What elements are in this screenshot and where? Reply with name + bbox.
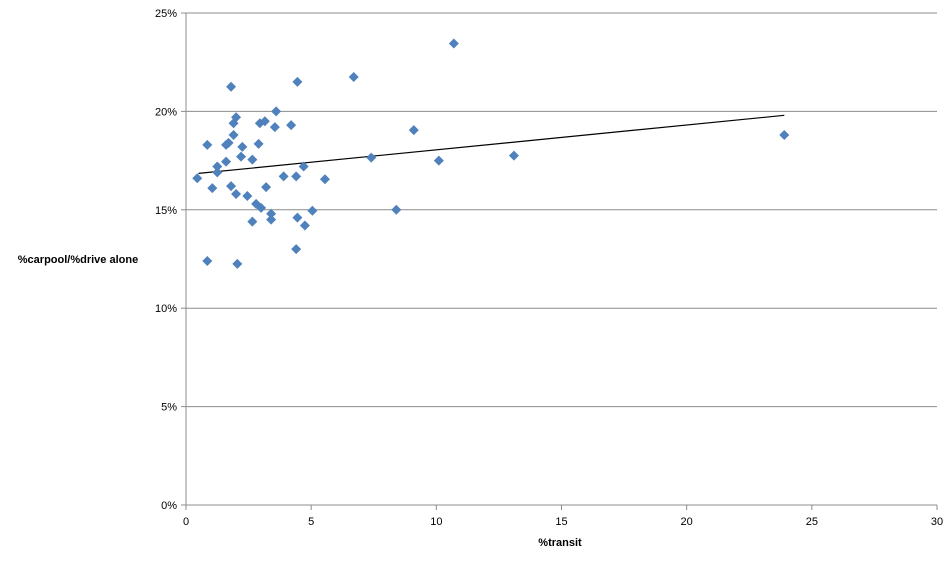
x-tick-label: 30 <box>931 516 943 528</box>
data-point <box>202 255 213 266</box>
trendline <box>198 114 785 174</box>
data-point <box>226 81 237 92</box>
data-point <box>192 173 203 184</box>
data-point <box>348 71 359 82</box>
data-point <box>271 106 282 117</box>
data-point <box>228 130 239 141</box>
data-point <box>247 216 258 227</box>
data-point <box>307 205 318 216</box>
data-point <box>319 174 330 185</box>
data-point <box>237 141 248 152</box>
data-point <box>286 120 297 131</box>
tick-labels: 0% 5% 10% 15% 20% 25% 0 5 10 15 20 25 30 <box>155 8 943 528</box>
x-tick-label: 20 <box>681 516 693 528</box>
data-point <box>269 122 280 133</box>
data-point <box>292 212 303 223</box>
data-point <box>508 150 519 161</box>
trendline-layer <box>198 114 785 174</box>
y-tick-label: 20% <box>155 106 177 118</box>
data-point <box>236 151 247 162</box>
data-point <box>291 171 302 182</box>
data-point <box>448 38 459 49</box>
data-point <box>266 214 277 225</box>
data-point <box>299 220 310 231</box>
data-points <box>192 38 790 269</box>
data-point <box>291 244 302 255</box>
data-point <box>212 161 223 172</box>
y-tick-label: 0% <box>161 500 177 512</box>
axes <box>181 12 938 510</box>
x-axis-title: %transit <box>538 537 582 549</box>
data-point <box>266 208 277 219</box>
data-point <box>212 167 223 178</box>
x-tick-label: 5 <box>308 516 314 528</box>
data-point <box>232 258 243 269</box>
data-point <box>261 182 272 193</box>
x-tick-label: 0 <box>183 516 189 528</box>
data-point <box>226 181 237 192</box>
y-tick-label: 25% <box>155 8 177 20</box>
data-point <box>253 138 264 149</box>
data-point <box>256 202 267 213</box>
data-point <box>779 130 790 141</box>
data-point <box>298 161 309 172</box>
data-point <box>278 171 289 182</box>
data-point <box>231 112 242 123</box>
data-point <box>247 154 258 165</box>
data-point <box>231 189 242 200</box>
data-point <box>408 125 419 136</box>
data-point <box>223 137 234 148</box>
data-point <box>202 139 213 150</box>
x-tick-label: 10 <box>430 516 442 528</box>
data-point <box>242 191 253 202</box>
data-point <box>391 204 402 215</box>
y-axis-title: %carpool/%drive alone <box>18 254 138 266</box>
data-point <box>259 116 270 127</box>
y-tick-label: 5% <box>161 402 177 414</box>
data-point <box>433 155 444 166</box>
gridlines <box>186 12 937 408</box>
x-tick-label: 15 <box>555 516 567 528</box>
data-point <box>221 156 232 167</box>
y-tick-label: 15% <box>155 205 177 217</box>
data-point <box>366 152 377 163</box>
data-point <box>207 183 218 194</box>
x-tick-label: 25 <box>806 516 818 528</box>
data-point <box>292 76 303 87</box>
y-tick-label: 10% <box>155 303 177 315</box>
